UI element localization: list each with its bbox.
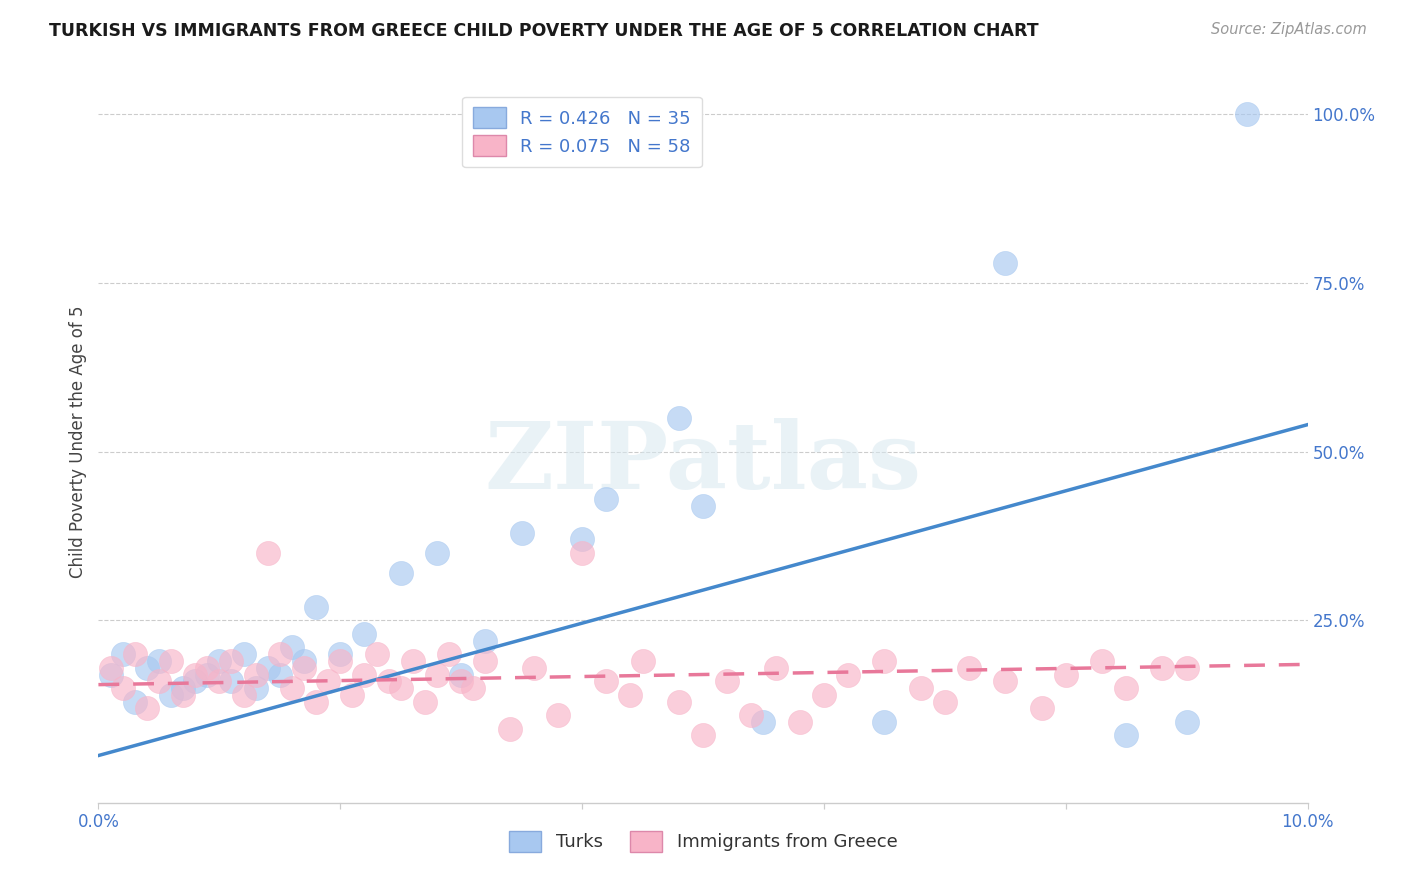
- Point: [716, 674, 738, 689]
- Point: [184, 667, 207, 681]
- Point: [595, 674, 617, 689]
- Point: [1054, 667, 1077, 681]
- Text: Source: ZipAtlas.com: Source: ZipAtlas.com: [1211, 22, 1367, 37]
- Point: [752, 714, 775, 729]
- Point: [510, 525, 533, 540]
- Point: [934, 694, 956, 708]
- Point: [256, 661, 278, 675]
- Point: [232, 647, 254, 661]
- Point: [813, 688, 835, 702]
- Point: [692, 728, 714, 742]
- Point: [208, 654, 231, 668]
- Point: [571, 546, 593, 560]
- Point: [873, 714, 896, 729]
- Point: [269, 667, 291, 681]
- Point: [1115, 681, 1137, 695]
- Point: [245, 667, 267, 681]
- Point: [389, 566, 412, 581]
- Point: [329, 654, 352, 668]
- Point: [631, 654, 654, 668]
- Point: [668, 411, 690, 425]
- Point: [377, 674, 399, 689]
- Point: [366, 647, 388, 661]
- Point: [1091, 654, 1114, 668]
- Point: [994, 255, 1017, 269]
- Point: [873, 654, 896, 668]
- Point: [160, 688, 183, 702]
- Point: [195, 667, 218, 681]
- Point: [184, 674, 207, 689]
- Point: [426, 667, 449, 681]
- Point: [1175, 714, 1198, 729]
- Point: [692, 499, 714, 513]
- Point: [994, 674, 1017, 689]
- Point: [305, 599, 328, 614]
- Point: [269, 647, 291, 661]
- Point: [389, 681, 412, 695]
- Point: [668, 694, 690, 708]
- Point: [450, 674, 472, 689]
- Point: [426, 546, 449, 560]
- Point: [292, 654, 315, 668]
- Point: [100, 661, 122, 675]
- Point: [221, 654, 243, 668]
- Text: TURKISH VS IMMIGRANTS FROM GREECE CHILD POVERTY UNDER THE AGE OF 5 CORRELATION C: TURKISH VS IMMIGRANTS FROM GREECE CHILD …: [49, 22, 1039, 40]
- Point: [1115, 728, 1137, 742]
- Point: [498, 722, 520, 736]
- Point: [245, 681, 267, 695]
- Point: [437, 647, 460, 661]
- Point: [316, 674, 339, 689]
- Point: [595, 491, 617, 506]
- Point: [329, 647, 352, 661]
- Text: ZIPatlas: ZIPatlas: [485, 418, 921, 508]
- Point: [135, 661, 157, 675]
- Point: [124, 694, 146, 708]
- Point: [547, 708, 569, 723]
- Point: [135, 701, 157, 715]
- Point: [1152, 661, 1174, 675]
- Point: [1236, 107, 1258, 121]
- Point: [413, 694, 436, 708]
- Point: [474, 633, 496, 648]
- Point: [1175, 661, 1198, 675]
- Point: [463, 681, 485, 695]
- Point: [571, 533, 593, 547]
- Point: [957, 661, 980, 675]
- Point: [1031, 701, 1053, 715]
- Point: [172, 681, 194, 695]
- Point: [148, 654, 170, 668]
- Point: [160, 654, 183, 668]
- Point: [281, 640, 304, 655]
- Point: [232, 688, 254, 702]
- Point: [837, 667, 859, 681]
- Point: [172, 688, 194, 702]
- Point: [111, 647, 134, 661]
- Point: [292, 661, 315, 675]
- Point: [111, 681, 134, 695]
- Legend: Turks, Immigrants from Greece: Turks, Immigrants from Greece: [502, 823, 904, 859]
- Point: [195, 661, 218, 675]
- Point: [124, 647, 146, 661]
- Point: [100, 667, 122, 681]
- Point: [353, 667, 375, 681]
- Point: [619, 688, 641, 702]
- Point: [789, 714, 811, 729]
- Point: [910, 681, 932, 695]
- Point: [765, 661, 787, 675]
- Point: [148, 674, 170, 689]
- Point: [474, 654, 496, 668]
- Y-axis label: Child Poverty Under the Age of 5: Child Poverty Under the Age of 5: [69, 305, 87, 578]
- Point: [402, 654, 425, 668]
- Point: [208, 674, 231, 689]
- Point: [450, 667, 472, 681]
- Point: [342, 688, 364, 702]
- Point: [740, 708, 762, 723]
- Point: [281, 681, 304, 695]
- Point: [305, 694, 328, 708]
- Point: [353, 627, 375, 641]
- Point: [256, 546, 278, 560]
- Point: [523, 661, 546, 675]
- Point: [221, 674, 243, 689]
